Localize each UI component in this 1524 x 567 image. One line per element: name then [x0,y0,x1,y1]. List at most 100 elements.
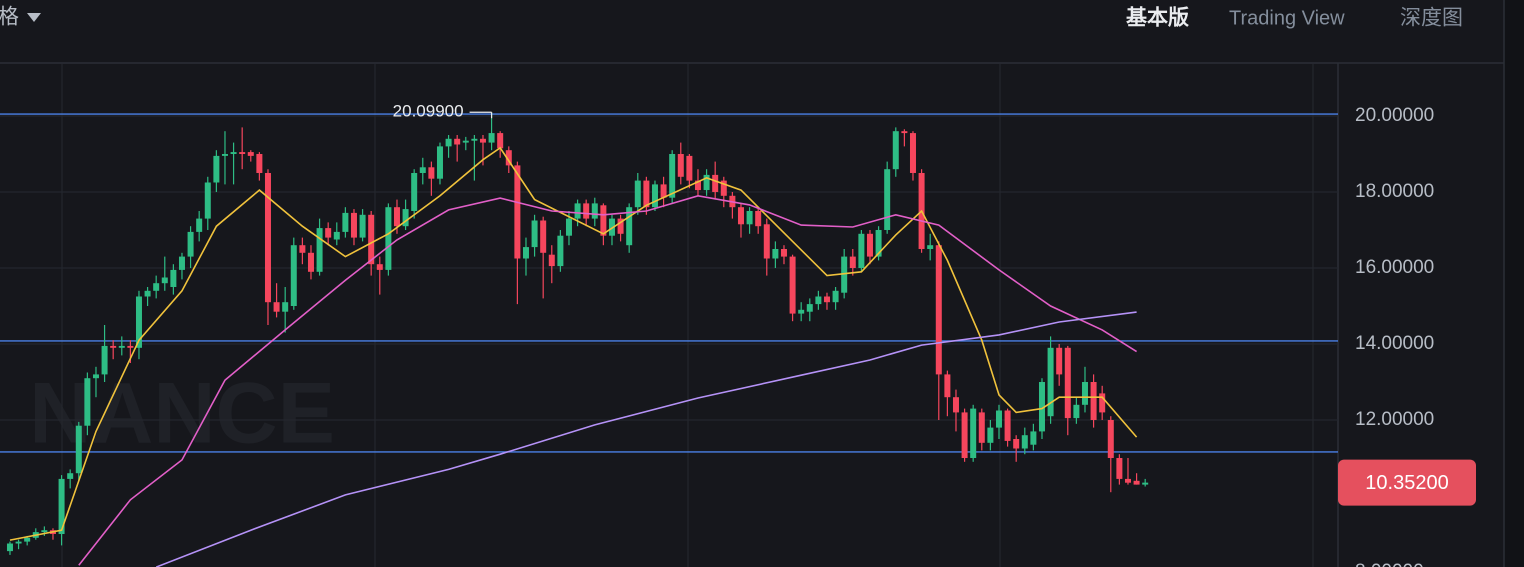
candle-body [626,207,633,246]
candle-body [110,345,117,348]
candle-body [909,133,916,173]
candle-body [170,269,177,287]
candle-body [643,180,650,208]
y-tick-label: 14.00000 [1355,333,1434,354]
candle-body [161,277,168,284]
candle-body [376,264,383,270]
candle-body [1056,347,1063,375]
candle-body [849,256,856,268]
candle-body [256,153,263,173]
candle-body [574,203,581,219]
candle-body [608,218,615,236]
candle-body [1004,410,1011,441]
candle-body [540,220,547,253]
candle-body [135,296,142,348]
candle-body [789,256,796,314]
moving-average-line [155,311,1137,567]
candle-body [1030,431,1037,445]
high-marker-label: 20.09900 [393,102,464,121]
candle-body [1047,347,1054,417]
candle-body [454,138,461,145]
candle-body [565,218,572,236]
candle-body [875,229,882,257]
tab[interactable]: 深度图 [1400,7,1463,30]
moving-average-line [78,194,1138,566]
candle-body [479,138,486,143]
candle-body [703,174,710,191]
candle-body [858,233,865,268]
candle-body [385,207,392,270]
candle-body [196,218,203,232]
candle-body [823,296,830,303]
candle-body [436,146,443,179]
candle-body [737,207,744,225]
candle-body [101,345,108,375]
candle-body [221,153,228,156]
candle-body [393,207,400,227]
candle-body [204,182,211,219]
candle-body [522,247,529,259]
candle-body [1021,435,1028,449]
candle-body [282,302,289,312]
y-tick-label: 12.00000 [1355,409,1434,430]
candle-body [445,138,452,147]
candle-body [712,174,719,192]
right-strip [1504,0,1524,567]
candle-body [1133,480,1140,485]
candle-body [557,235,564,267]
candle-body [806,304,813,312]
candle-body [832,290,839,303]
candle-body [84,378,91,426]
candle-body [67,473,74,479]
tab-active[interactable]: 基本版 [1126,6,1189,30]
candle-body [677,153,684,177]
candle-body [686,155,693,181]
candle-body [935,245,942,375]
candle-body [1090,382,1097,421]
candle-body [239,152,246,154]
candle-body [497,133,504,149]
candle-body [402,209,409,227]
candle-body [153,283,160,291]
candle-body [368,214,375,265]
candle-body [548,254,555,267]
candle-body [884,169,891,230]
candle-body [978,412,985,443]
watermark: NANCE [29,366,335,462]
dropdown-arrow[interactable] [27,13,41,22]
candle-body [350,212,357,238]
candle-body [118,345,125,348]
candle-body [24,537,31,542]
candle-body [213,155,220,183]
dropdown-label[interactable]: 格 [0,6,19,29]
candle-body [772,248,779,259]
candle-body [720,180,727,196]
tab[interactable]: Trading View [1229,7,1345,29]
candle-body [892,131,899,170]
candle-body [514,165,521,259]
candle-body [419,167,426,173]
candle-body [944,374,951,398]
candle-body [230,152,237,154]
candle-body [187,231,194,257]
candle-body [1073,404,1080,419]
y-tick-label: 18.00000 [1355,181,1434,202]
candle-body [325,228,332,238]
candle-body [995,410,1002,428]
y-tick-label: 20.00000 [1355,105,1434,126]
candle-body [755,210,762,227]
candle-body [866,233,873,257]
candle-body [359,214,366,238]
candle-body [92,374,99,379]
y-tick-label: 8.00000 [1355,561,1424,567]
candle-body [6,543,13,552]
candle-body [1107,420,1114,459]
candle-body [970,408,977,459]
candle-body [505,150,512,166]
candle-body [927,245,934,249]
last-price-label: 10.35200 [1365,472,1448,494]
candle-body [763,224,770,259]
candle-body [428,167,435,179]
